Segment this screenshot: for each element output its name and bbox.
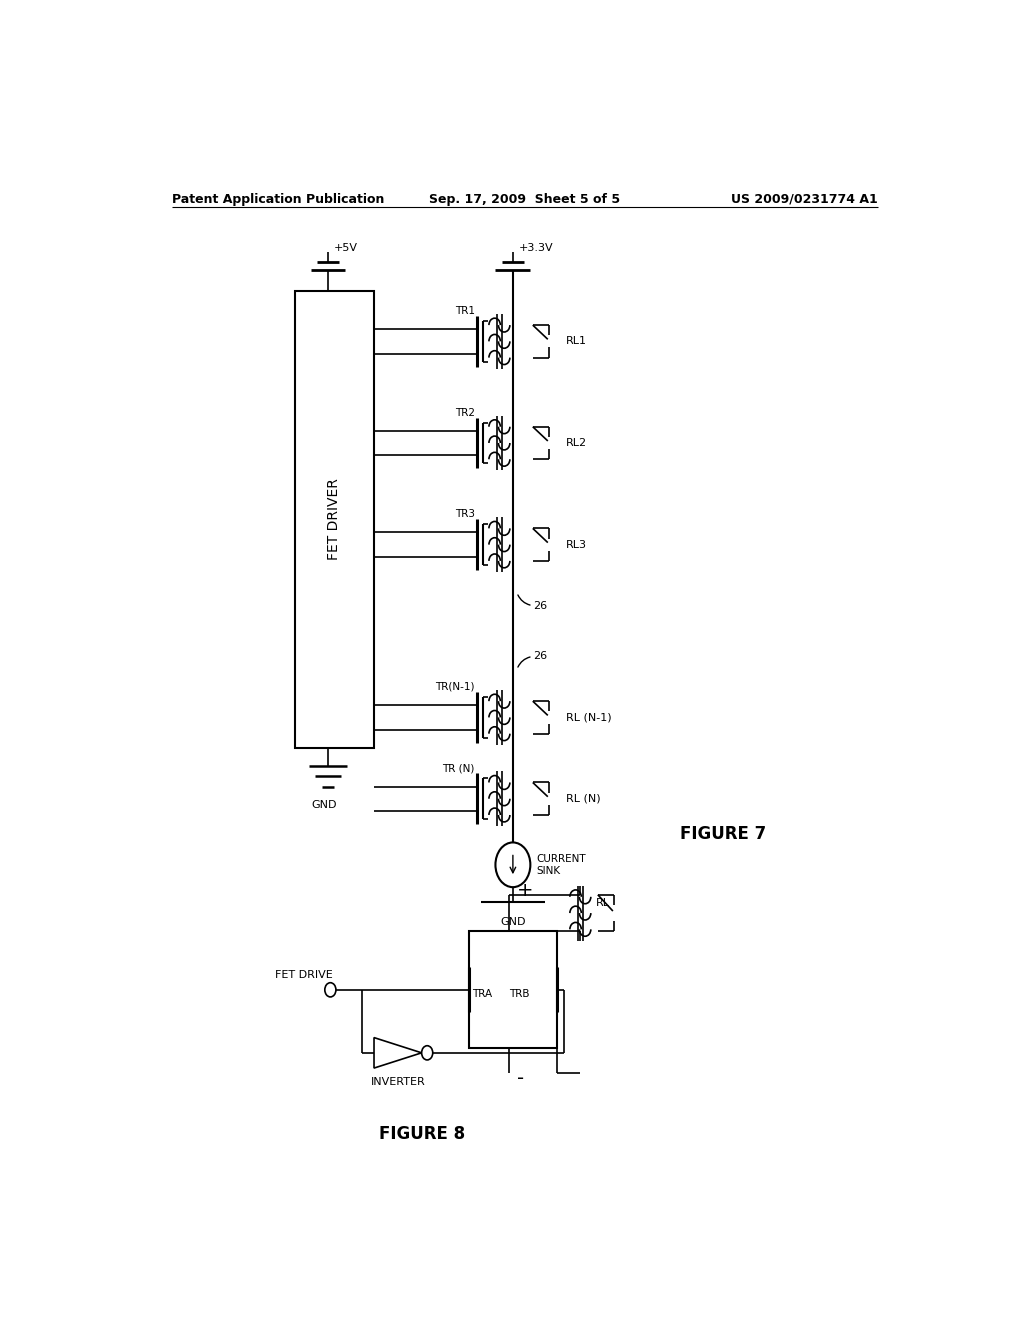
Text: 26: 26 (534, 601, 548, 611)
Circle shape (422, 1045, 433, 1060)
Text: -: - (517, 1069, 524, 1088)
Text: TR2: TR2 (455, 408, 475, 417)
Text: RL (N): RL (N) (566, 793, 601, 804)
Text: GND: GND (311, 800, 337, 810)
Text: GND: GND (500, 916, 525, 927)
Text: RL2: RL2 (566, 438, 587, 447)
Circle shape (325, 982, 336, 997)
Text: FIGURE 8: FIGURE 8 (379, 1125, 465, 1143)
Text: TR1: TR1 (455, 306, 475, 315)
Text: TR(N-1): TR(N-1) (435, 682, 475, 692)
Text: +: + (517, 880, 534, 900)
Text: FET DRIVER: FET DRIVER (328, 478, 341, 560)
Text: FET DRIVE: FET DRIVE (274, 970, 333, 979)
Text: TRB: TRB (509, 990, 529, 999)
Text: RL: RL (596, 899, 610, 908)
Text: TRA: TRA (472, 990, 493, 999)
Text: TR3: TR3 (455, 510, 475, 519)
Text: INVERTER: INVERTER (371, 1077, 425, 1088)
Text: TR (N): TR (N) (442, 763, 475, 774)
Text: +5V: +5V (334, 243, 357, 253)
Bar (469, 931, 557, 1048)
Text: RL1: RL1 (566, 337, 587, 346)
Text: RL3: RL3 (566, 540, 587, 549)
Text: US 2009/0231774 A1: US 2009/0231774 A1 (731, 193, 878, 206)
Text: CURRENT
SINK: CURRENT SINK (537, 854, 587, 875)
Text: FIGURE 7: FIGURE 7 (680, 825, 766, 843)
Bar (295, 290, 374, 748)
Circle shape (496, 842, 530, 887)
Text: RL (N-1): RL (N-1) (566, 713, 611, 722)
Text: Patent Application Publication: Patent Application Publication (172, 193, 384, 206)
Text: +3.3V: +3.3V (518, 243, 553, 253)
Text: 26: 26 (534, 652, 548, 661)
Text: Sep. 17, 2009  Sheet 5 of 5: Sep. 17, 2009 Sheet 5 of 5 (429, 193, 621, 206)
